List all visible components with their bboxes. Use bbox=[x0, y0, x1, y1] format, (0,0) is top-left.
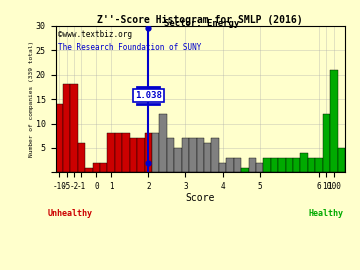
Bar bbox=[211, 138, 219, 173]
Bar bbox=[115, 133, 122, 173]
Text: Sector: Energy: Sector: Energy bbox=[164, 19, 239, 28]
Text: ©www.textbiz.org: ©www.textbiz.org bbox=[58, 30, 132, 39]
Bar bbox=[226, 158, 234, 173]
Bar bbox=[204, 143, 211, 173]
Bar bbox=[278, 158, 285, 173]
Bar bbox=[308, 158, 315, 173]
Bar bbox=[78, 143, 85, 173]
Bar bbox=[264, 158, 271, 173]
Bar bbox=[271, 158, 278, 173]
Bar bbox=[197, 138, 204, 173]
Bar bbox=[108, 133, 115, 173]
Bar bbox=[85, 168, 93, 173]
Bar bbox=[338, 148, 345, 173]
X-axis label: Score: Score bbox=[185, 193, 215, 202]
Bar bbox=[130, 138, 137, 173]
Bar bbox=[167, 138, 174, 173]
Bar bbox=[63, 85, 70, 173]
Text: Healthy: Healthy bbox=[309, 209, 344, 218]
Bar bbox=[248, 158, 256, 173]
Bar bbox=[100, 163, 108, 173]
Bar bbox=[234, 158, 241, 173]
Bar bbox=[285, 158, 293, 173]
Bar bbox=[293, 158, 301, 173]
Bar bbox=[315, 158, 323, 173]
Bar bbox=[93, 163, 100, 173]
Bar bbox=[122, 133, 130, 173]
Bar bbox=[323, 114, 330, 173]
Bar bbox=[189, 138, 197, 173]
Bar bbox=[137, 138, 145, 173]
Bar bbox=[256, 163, 264, 173]
Y-axis label: Number of companies (339 total): Number of companies (339 total) bbox=[30, 41, 35, 157]
Bar bbox=[145, 133, 152, 173]
Bar bbox=[70, 85, 78, 173]
Bar bbox=[182, 138, 189, 173]
Bar bbox=[219, 163, 226, 173]
Bar bbox=[174, 148, 182, 173]
Text: 1.038: 1.038 bbox=[135, 91, 162, 100]
Text: Unhealthy: Unhealthy bbox=[48, 209, 93, 218]
Text: The Research Foundation of SUNY: The Research Foundation of SUNY bbox=[58, 43, 202, 52]
Bar bbox=[330, 70, 338, 173]
Bar bbox=[301, 153, 308, 173]
Bar bbox=[55, 104, 63, 173]
Bar bbox=[159, 114, 167, 173]
Title: Z''-Score Histogram for SMLP (2016): Z''-Score Histogram for SMLP (2016) bbox=[98, 15, 303, 25]
Bar bbox=[241, 168, 248, 173]
Bar bbox=[152, 133, 159, 173]
